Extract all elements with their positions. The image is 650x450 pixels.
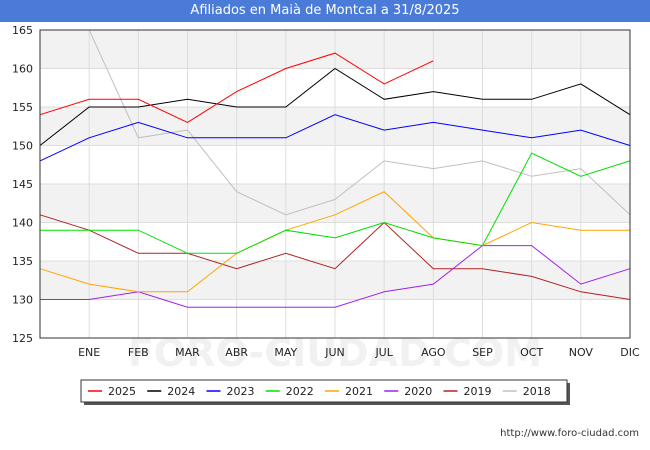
x-tick-label: MAR bbox=[175, 346, 200, 359]
series-line-2024 bbox=[39, 67, 631, 146]
legend-label-2019: 2019 bbox=[464, 385, 492, 398]
x-tick-label: ABR bbox=[225, 346, 248, 359]
title-bar bbox=[0, 0, 650, 22]
chart-title: Afiliados en Maià de Montcal a 31/8/2025 bbox=[190, 3, 460, 18]
y-tick-label: 165 bbox=[12, 24, 33, 37]
x-tick-label: NOV bbox=[569, 346, 594, 359]
legend-label-2018: 2018 bbox=[523, 385, 551, 398]
x-tick-label: FEB bbox=[128, 346, 149, 359]
series-line-2025 bbox=[39, 52, 434, 123]
y-tick-label: 160 bbox=[12, 63, 33, 76]
legend-label-2020: 2020 bbox=[404, 385, 432, 398]
series-line-2018 bbox=[88, 29, 631, 216]
series-line-2023 bbox=[39, 114, 631, 162]
x-tick-label: MAY bbox=[274, 346, 297, 359]
source-url: http://www.foro-ciudad.com bbox=[500, 428, 639, 439]
y-tick-label: 135 bbox=[12, 255, 33, 268]
legend-label-2024: 2024 bbox=[167, 385, 195, 398]
x-tick-label: AGO bbox=[421, 346, 446, 359]
legend-label-2021: 2021 bbox=[345, 385, 373, 398]
legend-label-2023: 2023 bbox=[227, 385, 255, 398]
x-tick-label: DIC bbox=[620, 346, 640, 359]
y-tick-label: 145 bbox=[12, 178, 33, 191]
x-tick-label: JUN bbox=[324, 346, 345, 359]
legend-label-2025: 2025 bbox=[108, 385, 136, 398]
plot-frame bbox=[39, 29, 631, 339]
legend-label-2022: 2022 bbox=[286, 385, 314, 398]
series-line-2019 bbox=[39, 214, 631, 300]
x-tick-label: JUL bbox=[374, 346, 393, 359]
y-tick-label: 130 bbox=[12, 294, 33, 307]
y-tick-label: 155 bbox=[12, 101, 33, 114]
legend: 2025 2024 2023 2022 2021 2020 2019 2018 bbox=[80, 379, 570, 405]
x-tick-label: SEP bbox=[472, 346, 493, 359]
x-tick-label: OCT bbox=[520, 346, 543, 359]
series-line-2021 bbox=[39, 191, 630, 293]
y-tick-label: 140 bbox=[12, 217, 33, 230]
series-line-2022 bbox=[40, 152, 631, 254]
y-tick-label: 125 bbox=[12, 332, 33, 345]
x-tick-label: ENE bbox=[78, 346, 100, 359]
y-tick-label: 150 bbox=[12, 140, 33, 153]
legend-box bbox=[80, 379, 568, 403]
